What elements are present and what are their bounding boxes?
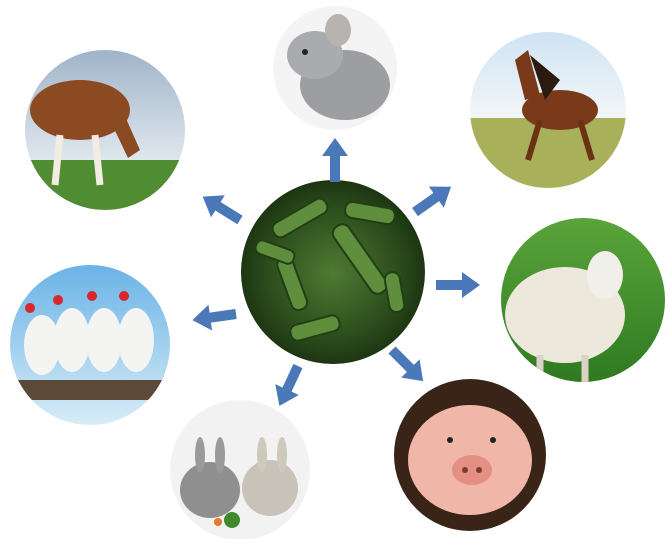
page: (() => { const data = JSON.parse(documen… [0,0,665,539]
arrow [436,272,480,298]
pig-image [394,379,546,531]
arrow [268,361,310,412]
feed-diagram [0,0,665,539]
arrow [322,138,348,182]
arrow [196,186,247,231]
rabbits-image [170,400,310,539]
chinchilla-image [270,5,400,135]
sheep-image [500,218,665,385]
arrow [383,341,432,390]
arrow [408,176,459,223]
pellets-image [240,180,426,366]
horse-image [468,30,628,190]
cow-image [25,50,185,210]
chickens-image [10,265,170,425]
arrow [191,301,238,333]
